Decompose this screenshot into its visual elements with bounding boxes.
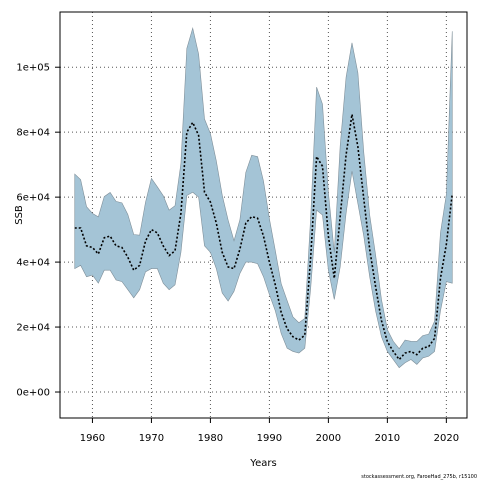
y-tick-label-0: 0e+00 — [16, 388, 50, 399]
y-tick-label-5: 1e+05 — [16, 63, 50, 74]
estimate-line-layer — [74, 114, 454, 361]
y-tick-label-4: 8e+04 — [16, 128, 50, 139]
y-axis-title: SSB — [14, 205, 25, 225]
y-tick-label-2: 4e+04 — [16, 258, 50, 269]
x-tick-label-6: 2020 — [434, 433, 459, 444]
plot-frame — [59, 11, 468, 419]
y-tick-label-1: 2e+04 — [16, 323, 50, 334]
confidence-band-layer — [74, 26, 453, 369]
x-tick-label-0: 1960 — [80, 433, 105, 444]
x-tick-label-2: 1980 — [198, 433, 223, 444]
credit-text: stockassessment.org, FaroeHad_275b, r151… — [361, 474, 477, 480]
estimate-line — [74, 114, 454, 361]
y-tick-label-3: 6e+04 — [16, 193, 50, 204]
x-axis-title: Years — [249, 458, 276, 469]
x-tick-label-1: 1970 — [139, 433, 164, 444]
x-tick-label-4: 2000 — [316, 433, 341, 444]
x-tick-label-3: 1990 — [257, 433, 282, 444]
confidence-band — [74, 26, 453, 369]
x-tick-label-5: 2010 — [375, 433, 400, 444]
x-axis: 1960 1970 1980 1990 2000 2010 2020 — [80, 418, 459, 444]
y-axis: 0e+00 2e+04 4e+04 6e+04 8e+04 1e+05 — [16, 63, 60, 399]
